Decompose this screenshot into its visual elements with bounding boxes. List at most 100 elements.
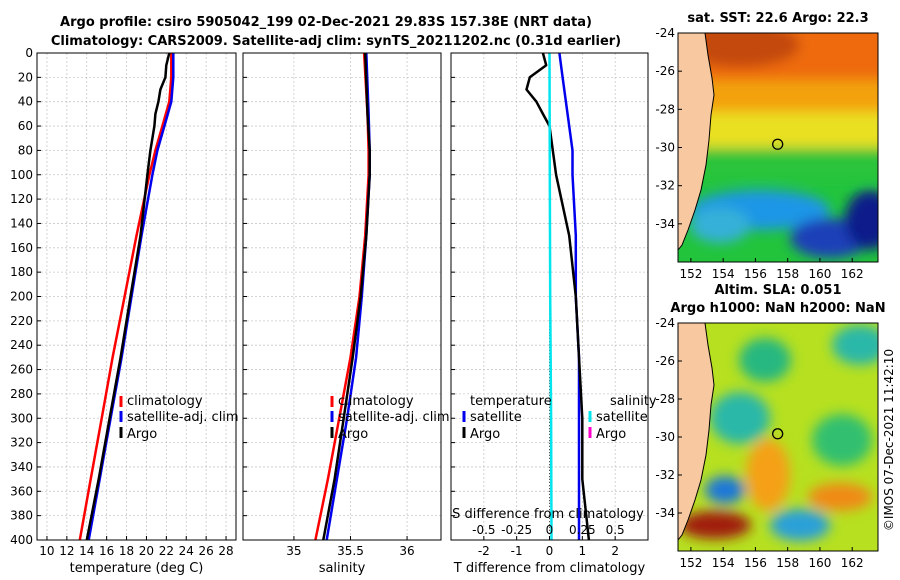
series-line-argo — [85, 52, 171, 541]
legend-argo-label: Argo — [127, 427, 157, 442]
lat-tick-label: -34 — [655, 217, 675, 231]
difference-panel: -2 -1 0 1 2 T difference from climatology — [450, 52, 649, 576]
series-line-t-satellite — [558, 52, 581, 540]
lat-tick-label: -30 — [655, 141, 675, 155]
lat-tick-label: -30 — [655, 430, 675, 444]
y-tick-label: 260 — [10, 363, 33, 377]
sst-lon-ticks: 152 154 156 158 160 162 — [679, 258, 864, 281]
lat-tick-label: -34 — [655, 506, 675, 520]
difference-legend-temperature: temperature satellite Argo — [462, 394, 552, 442]
sla-green-eddy-2 — [832, 325, 878, 365]
imos-credit: ©IMOS 07-Dec-2021 11:42:10 — [882, 349, 896, 531]
x-tick-label: 0 — [546, 544, 554, 558]
y-tick-label: 60 — [18, 119, 33, 133]
sla-green-eddy-1 — [739, 338, 791, 382]
sla-lon-ticks: 152 154 156 158 160 162 — [679, 547, 864, 570]
x-tick-label: -2 — [478, 544, 490, 558]
temperature-panel: 10 12 14 16 18 20 22 24 26 28 temperature (deg C) 0… — [10, 46, 237, 576]
lat-tick-label: -26 — [655, 64, 675, 78]
y-tick-label: 220 — [10, 314, 33, 328]
y-tick-label: 120 — [10, 192, 33, 206]
y-tick-label: 40 — [18, 95, 33, 109]
lon-tick-label: 160 — [808, 267, 831, 281]
y-tick-label: 360 — [10, 484, 33, 498]
legend-argo-label: Argo — [338, 427, 368, 442]
x-tick-label: 28 — [218, 544, 233, 558]
sst-green-band — [678, 148, 878, 178]
y-tick-label: 340 — [10, 460, 33, 474]
sla-lat-ticks: -24 -26 -28 -30 -32 -34 — [655, 316, 682, 520]
sla-cyan-patch — [770, 509, 830, 541]
legend-s-argo-label: Argo — [596, 427, 626, 442]
sla-land-australia — [678, 323, 715, 541]
legend-satellite-label: satellite-adj. clim — [127, 410, 239, 425]
lat-tick-label: -24 — [655, 26, 675, 40]
sla-teal-eddy — [710, 392, 770, 444]
lon-tick-label: 152 — [679, 556, 702, 570]
x-tick-label: 26 — [199, 544, 214, 558]
lon-tick-label: 156 — [744, 556, 767, 570]
lon-tick-label: 154 — [712, 556, 735, 570]
y-tick-label: 180 — [10, 265, 33, 279]
series-line-t-argo — [525, 52, 591, 541]
x-tick-label: 14 — [79, 544, 94, 558]
y-tick-label: 100 — [10, 168, 33, 182]
lon-tick-label: 156 — [744, 267, 767, 281]
x-tick-label: -1 — [511, 544, 523, 558]
sst-argo-marker — [772, 138, 784, 150]
sla-green-eddy-3 — [812, 414, 872, 466]
lat-tick-label: -26 — [655, 354, 675, 368]
legend-climatology-label: climatology — [127, 394, 203, 409]
y-tick-label: 320 — [10, 436, 33, 450]
legend-satellite-label: satellite-adj. clim — [338, 410, 450, 425]
legend-s-satellite-label: satellite — [596, 410, 648, 425]
x-tick-label: 20 — [139, 544, 154, 558]
sla-field-blobs — [679, 325, 878, 541]
sst-lat-ticks: -24 -26 -28 -30 -32 -34 — [655, 26, 682, 231]
title-line-2: Climatology: CARS2009. Satellite-adj cli… — [51, 34, 621, 49]
lat-tick-label: -28 — [655, 102, 675, 116]
sla-map-title-line-2: Argo h1000: NaN h2000: NaN — [670, 301, 885, 316]
x-tick-label: 12 — [59, 544, 74, 558]
difference-legend-salinity: salinity satellite Argo — [588, 394, 657, 442]
s-tick-label: 0 — [546, 523, 554, 537]
sst-cyan-patch — [690, 207, 750, 243]
sst-yellow-band — [678, 112, 878, 148]
legend-t-satellite-label: satellite — [470, 410, 522, 425]
sla-orange-ridge — [746, 439, 790, 511]
sla-argo-marker — [772, 428, 784, 440]
sst-map: -24 -26 -28 -30 -32 -34 152 154 156 158 160 162 — [655, 26, 879, 281]
x-axis-label: temperature (deg C) — [70, 561, 204, 576]
y-tick-label: 200 — [10, 290, 33, 304]
lat-tick-label: -24 — [655, 316, 675, 330]
y-tick-label: 20 — [18, 70, 33, 84]
y-tick-label: 160 — [10, 241, 33, 255]
series-line-s-satellite — [548, 52, 553, 541]
x-tick-label: 1 — [579, 544, 587, 558]
s-difference-axis-label: S difference from climatology — [452, 507, 644, 522]
sst-hot-patch — [680, 33, 800, 67]
x-tick-label: 16 — [99, 544, 114, 558]
y-tick-label: 240 — [10, 338, 33, 352]
s-tick-label: 0.5 — [606, 523, 625, 537]
lon-tick-label: 158 — [776, 556, 799, 570]
sla-red-eddy — [679, 511, 751, 539]
lat-tick-label: -28 — [655, 392, 675, 406]
x-tick-label: 36 — [399, 544, 414, 558]
x-tick-label: 10 — [39, 544, 54, 558]
temperature-legend: climatology satellite-adj. clim Argo — [119, 394, 239, 442]
sla-map-title-line-1: Altim. SLA: 0.051 — [715, 283, 842, 298]
y-tick-label: 140 — [10, 216, 33, 230]
series-line-argo — [322, 52, 371, 541]
x-axis-label: T difference from climatology — [453, 561, 646, 576]
y-tick-label: 80 — [18, 143, 33, 157]
lon-tick-label: 162 — [841, 556, 864, 570]
x-tick-label: 2 — [611, 544, 619, 558]
legend-temperature-heading: temperature — [470, 394, 552, 409]
s-difference-ticks: -0.5 -0.25 0 0.25 0.5 — [472, 523, 625, 537]
sla-blue-eddy — [705, 476, 745, 504]
y-tick-label: 0 — [25, 46, 33, 60]
lon-tick-label: 154 — [712, 267, 735, 281]
x-axis-label: salinity — [319, 561, 366, 576]
